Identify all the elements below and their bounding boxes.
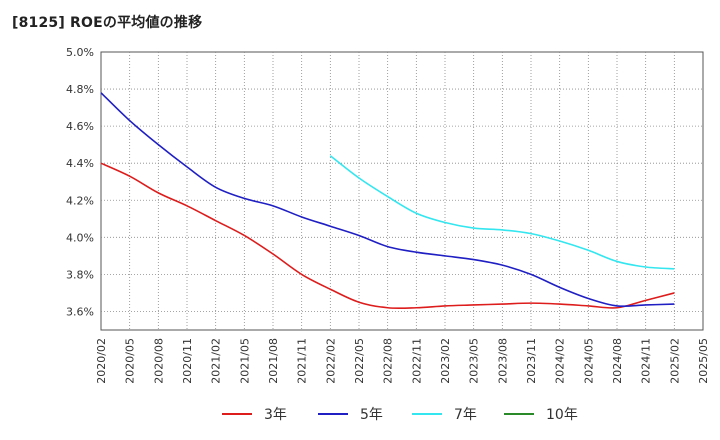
chart-title: [8125] ROEの平均値の推移 bbox=[12, 15, 203, 31]
y-tick-label: 4.6% bbox=[66, 120, 94, 133]
legend: 3年 5年 7年 10年 bbox=[222, 407, 578, 423]
x-tick-label: 2022/02 bbox=[324, 338, 337, 384]
x-tick-label: 2022/11 bbox=[410, 338, 423, 384]
x-tick-label: 2024/11 bbox=[640, 338, 653, 384]
y-tick-label: 4.4% bbox=[66, 157, 94, 170]
series-line-2 bbox=[100, 92, 675, 308]
y-tick-label: 4.8% bbox=[66, 83, 94, 96]
x-axis-ticks: 2020/02 2020/05 2020/08 2020/11 2021/02 2021/… bbox=[95, 338, 710, 384]
y-axis-ticks: 3.6% 3.8% 4.0% 4.2% 4.4% 4.6% 4.8% 5.0% bbox=[66, 46, 94, 318]
grid-lines bbox=[101, 52, 703, 330]
x-tick-label: 2021/08 bbox=[267, 338, 280, 384]
x-tick-label: 2020/11 bbox=[181, 338, 194, 384]
plot-area bbox=[100, 51, 704, 331]
y-tick-label: 4.0% bbox=[66, 231, 94, 244]
series-lines bbox=[100, 92, 675, 310]
legend-label-1: 3年 bbox=[264, 407, 287, 423]
y-tick-label: 4.2% bbox=[66, 194, 94, 207]
x-tick-label: 2023/02 bbox=[439, 338, 452, 384]
x-tick-label: 2023/08 bbox=[496, 338, 509, 384]
x-tick-label: 2021/11 bbox=[296, 338, 309, 384]
y-tick-label: 3.8% bbox=[66, 268, 94, 281]
x-tick-label: 2020/02 bbox=[95, 338, 108, 384]
x-tick-label: 2023/05 bbox=[468, 338, 481, 384]
x-tick-label: 2024/02 bbox=[554, 338, 567, 384]
x-tick-label: 2020/05 bbox=[124, 338, 137, 384]
x-tick-label: 2023/11 bbox=[525, 338, 538, 384]
x-tick-label: 2025/02 bbox=[668, 338, 681, 384]
legend-label-4: 10年 bbox=[546, 407, 578, 423]
series-line-3 bbox=[329, 155, 675, 270]
y-tick-label: 5.0% bbox=[66, 46, 94, 59]
x-tick-label: 2022/05 bbox=[353, 338, 366, 384]
x-tick-label: 2024/05 bbox=[582, 338, 595, 384]
x-tick-label: 2020/08 bbox=[152, 338, 165, 384]
y-tick-label: 3.6% bbox=[66, 305, 94, 318]
x-tick-label: 2025/05 bbox=[697, 338, 710, 384]
legend-label-2: 5年 bbox=[360, 407, 383, 423]
x-tick-label: 2021/05 bbox=[238, 338, 251, 384]
x-tick-label: 2021/02 bbox=[210, 338, 223, 384]
x-tick-label: 2022/08 bbox=[382, 338, 395, 384]
legend-label-3: 7年 bbox=[454, 407, 477, 423]
x-tick-label: 2024/08 bbox=[611, 338, 624, 384]
series-line-1 bbox=[100, 162, 675, 310]
